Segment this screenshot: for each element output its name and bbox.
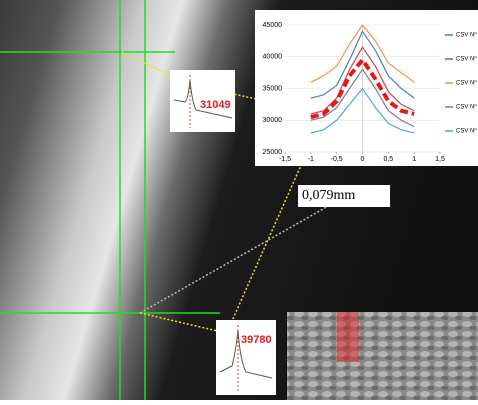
legend-label: CSV Nº — [456, 56, 477, 63]
peak-label: 39780 — [241, 334, 272, 346]
inset-top: 31049 — [170, 70, 235, 132]
y-tick-label: 40000 — [263, 54, 283, 61]
x-tick-label: -1 — [308, 156, 314, 163]
y-tick-label: 45000 — [263, 22, 283, 29]
legend-label: CSV Nº — [456, 128, 477, 135]
legend-label: CSV Nº — [456, 32, 477, 39]
x-tick-label: 0,5 — [383, 156, 393, 163]
legend-label: CSV Nº — [456, 80, 477, 87]
legend-label: CSV Nº — [456, 104, 477, 111]
y-tick-label: 30000 — [263, 117, 283, 124]
y-tick-label: 35000 — [263, 85, 283, 92]
figure: 31049 39780 0,079mm 25000 30000 35000 40000… — [0, 0, 478, 400]
x-tick-label: 1,5 — [435, 156, 445, 163]
x-tick-label: -1,5 — [279, 156, 291, 163]
x-tick-label: 1 — [412, 156, 416, 163]
distance-label: 0,079mm — [302, 188, 355, 203]
surface-marker — [337, 312, 359, 362]
chart-panel — [255, 10, 478, 166]
x-tick-label: 0 — [361, 156, 365, 163]
x-tick-label: -0,5 — [331, 156, 343, 163]
surface-3d — [287, 312, 478, 400]
peak-label: 31049 — [200, 99, 231, 111]
y-tick-label: 25000 — [263, 149, 283, 156]
inset-bottom: 39780 — [216, 320, 276, 395]
